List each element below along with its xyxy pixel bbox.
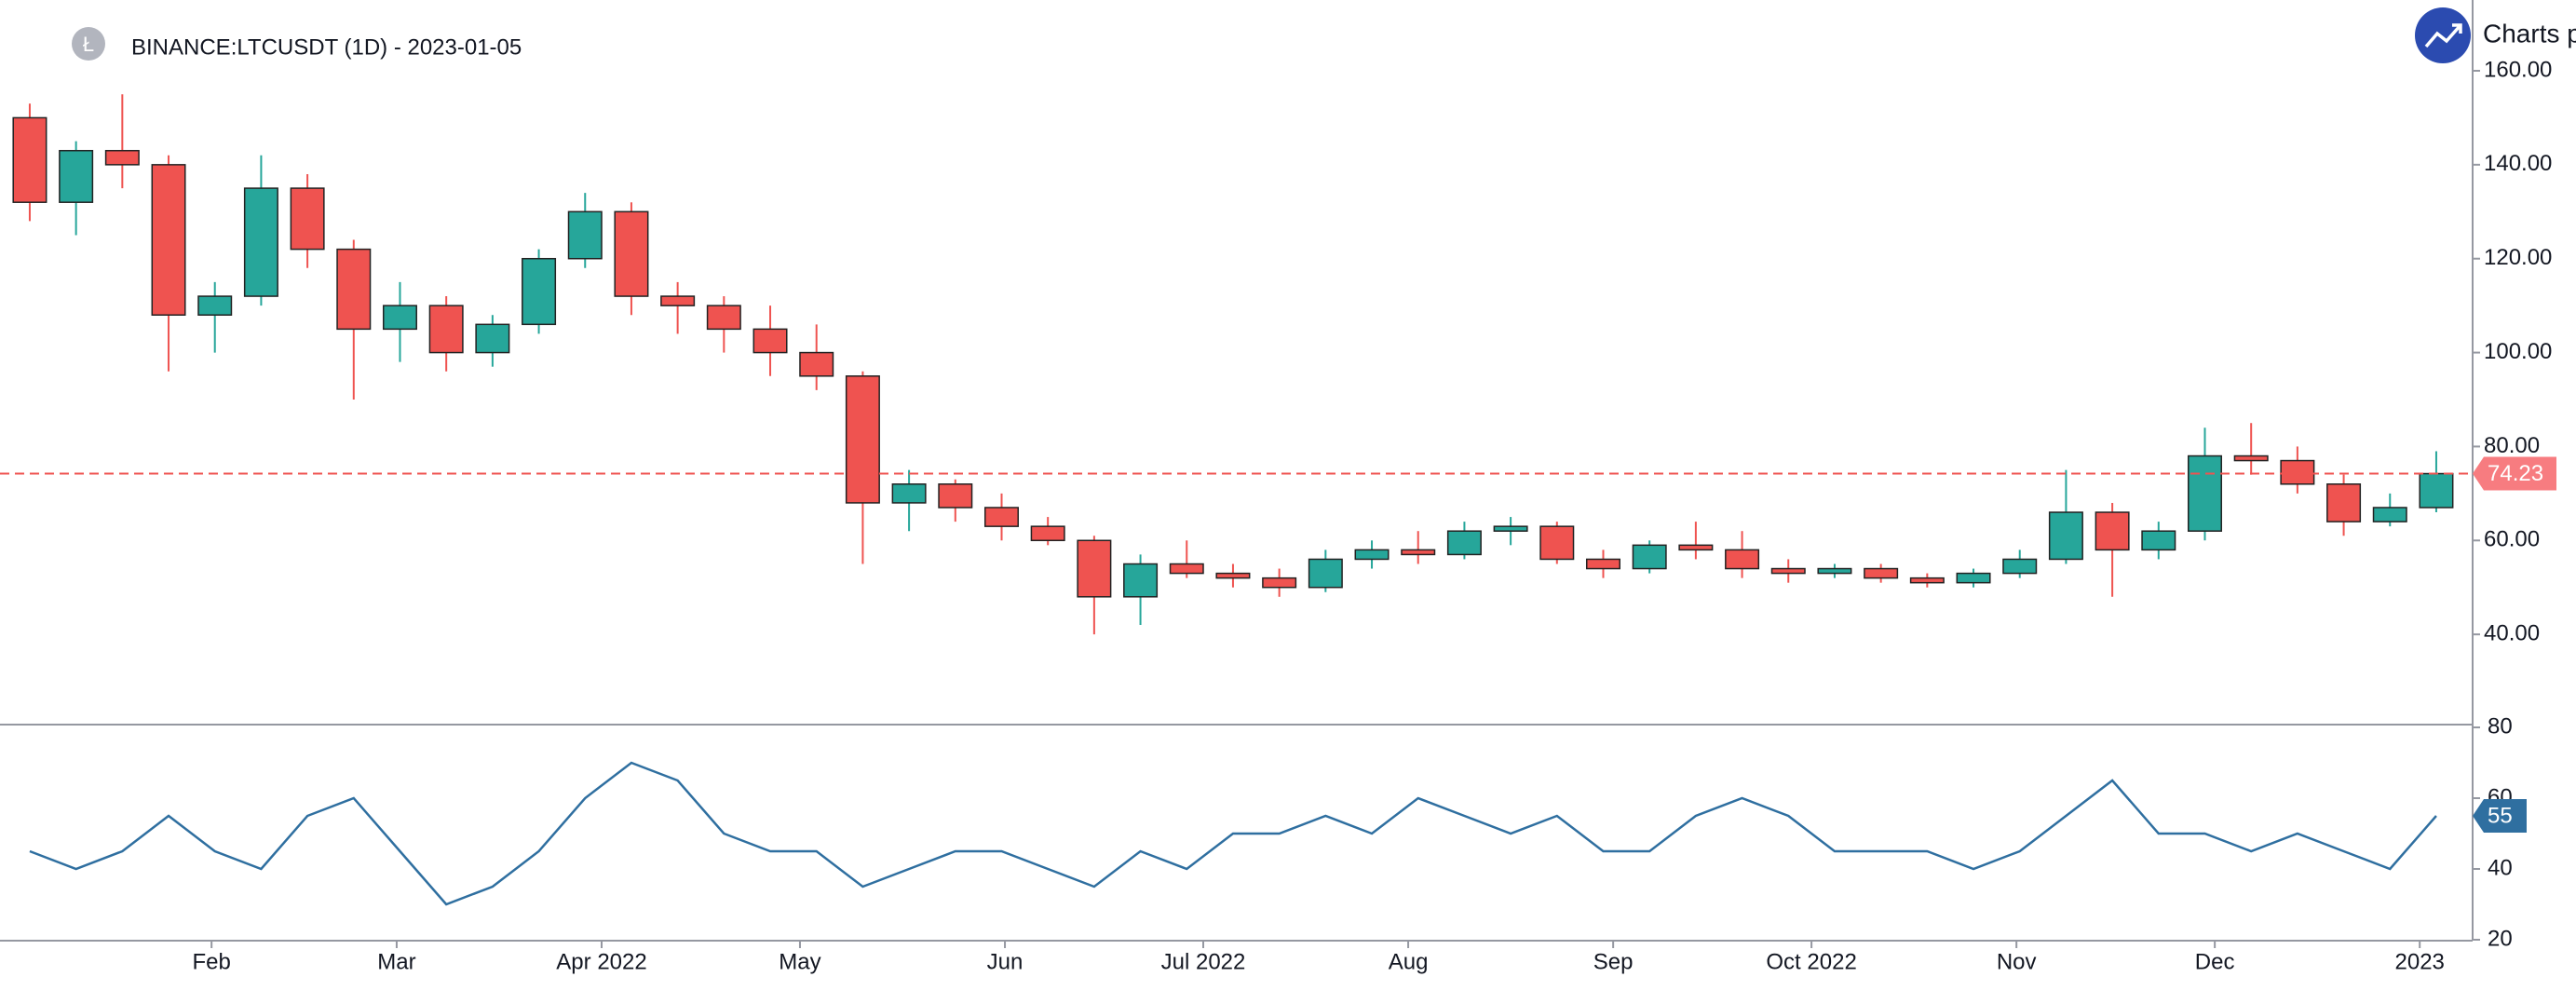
candle-body xyxy=(1354,549,1390,561)
y-tick-label: 100.00 xyxy=(2484,339,2552,364)
candle-body xyxy=(1632,544,1667,570)
candle-body xyxy=(2233,455,2269,462)
last-price-marker xyxy=(2473,456,2556,491)
x-tick-label: Apr 2022 xyxy=(556,949,646,974)
candle-body xyxy=(799,351,834,377)
candle-body xyxy=(59,149,94,203)
candle-body xyxy=(938,483,973,509)
oscillator-line xyxy=(29,761,2437,906)
brand-logo xyxy=(2415,7,2471,63)
candle-body xyxy=(1446,530,1482,556)
candle-body xyxy=(1817,567,1852,575)
candle-body xyxy=(12,116,47,203)
candle-body xyxy=(2141,530,2176,551)
candle-body xyxy=(2372,507,2407,522)
candle-body xyxy=(1262,577,1297,589)
candle-body xyxy=(752,328,788,354)
candle-body xyxy=(2095,511,2130,551)
candle-body xyxy=(522,257,557,326)
candle-body xyxy=(1308,558,1343,589)
y-tick-label: 60.00 xyxy=(2484,527,2540,552)
candle-body xyxy=(475,323,510,354)
candle-body xyxy=(1909,577,1945,584)
y2-tick-label: 20 xyxy=(2488,926,2513,951)
x-tick-label: Oct 2022 xyxy=(1766,949,1856,974)
candle-body xyxy=(2326,483,2362,522)
candle-body xyxy=(382,305,417,331)
y-tick-label: 120.00 xyxy=(2484,245,2552,270)
candle-body xyxy=(1864,567,1899,579)
y-tick-label: 80.00 xyxy=(2484,433,2540,458)
y-tick-label: 140.00 xyxy=(2484,151,2552,176)
candle-body xyxy=(104,149,140,166)
oscillator-marker xyxy=(2473,799,2527,833)
candle-body xyxy=(614,210,649,297)
candle-body xyxy=(1956,572,1991,584)
candle-body xyxy=(706,305,741,331)
candle-body xyxy=(1077,539,1112,598)
candle-body xyxy=(1030,525,1065,542)
candle-body xyxy=(1678,544,1714,551)
candle-body xyxy=(151,164,186,316)
candle-body xyxy=(1401,549,1436,556)
chart-title: BINANCE:LTCUSDT (1D) - 2023-01-05 xyxy=(131,34,522,60)
candle-body xyxy=(567,210,603,260)
candle-body xyxy=(2419,472,2454,509)
x-tick-label: Sep xyxy=(1593,949,1634,974)
x-tick-label: Dec xyxy=(2195,949,2235,974)
candle-body xyxy=(1123,563,1159,598)
x-tick-label: Mar xyxy=(377,949,415,974)
candle-body xyxy=(2048,511,2083,561)
x-tick-label: May xyxy=(779,949,820,974)
candle-body xyxy=(2002,558,2038,575)
candle-body xyxy=(1725,549,1760,570)
candle-body xyxy=(1169,563,1204,575)
x-tick-label: Feb xyxy=(192,949,230,974)
y2-tick-label: 80 xyxy=(2488,713,2513,739)
x-tick-label: Jun xyxy=(987,949,1024,974)
x-tick-label: Nov xyxy=(1997,949,2037,974)
candle-body xyxy=(983,507,1019,527)
brand-logo-icon xyxy=(2424,23,2462,48)
brand-text: Charts p xyxy=(2483,19,2576,47)
candle-body xyxy=(336,248,372,331)
y2-tick-label: 40 xyxy=(2488,855,2513,880)
candle-body xyxy=(1770,567,1806,575)
candle-body xyxy=(1493,525,1528,532)
candle-body xyxy=(243,187,278,297)
candle-body xyxy=(1539,525,1575,561)
candle-body xyxy=(197,295,233,316)
candle-body xyxy=(660,295,696,306)
x-tick-label: Aug xyxy=(1389,949,1429,974)
candle-body xyxy=(2187,455,2222,532)
candle-body xyxy=(1215,572,1251,579)
last-price-label: 74.23 xyxy=(2488,461,2543,486)
brand-logo-icon xyxy=(2452,23,2462,34)
candle-body xyxy=(845,375,880,504)
oscillator-value-label: 55 xyxy=(2488,803,2513,828)
candle-body xyxy=(428,305,464,354)
y-tick-label: 160.00 xyxy=(2484,57,2552,82)
x-tick-label: 2023 xyxy=(2395,949,2445,974)
candle-body xyxy=(2280,459,2315,485)
symbol-logo-glyph: Ł xyxy=(83,33,94,56)
candle-body xyxy=(1585,558,1620,570)
candle-body xyxy=(891,483,927,504)
x-tick-label: Jul 2022 xyxy=(1161,949,1246,974)
candle-body xyxy=(290,187,325,251)
symbol-logo xyxy=(72,27,105,61)
y-tick-label: 40.00 xyxy=(2484,620,2540,645)
